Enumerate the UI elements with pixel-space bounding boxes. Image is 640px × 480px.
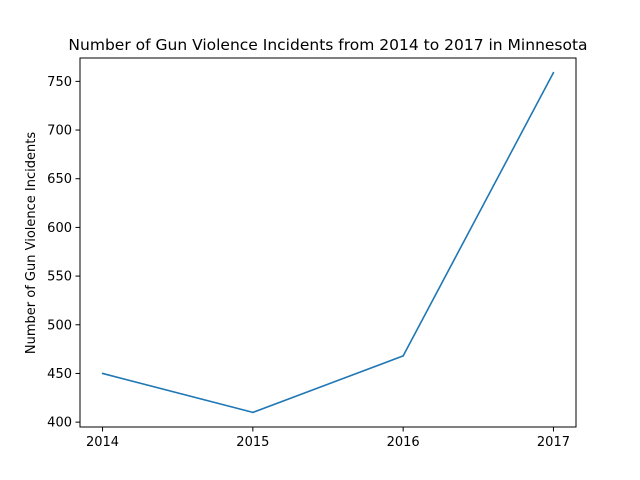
plot-area: 2014 2015 2016 2017 400 450 500 550 600 650 700 750 <box>47 57 577 450</box>
y-tick-label: 400 <box>47 416 72 431</box>
y-tick-label: 450 <box>47 367 72 382</box>
data-point <box>552 71 555 74</box>
x-tick-label: 2017 <box>537 435 570 450</box>
data-point <box>101 372 104 375</box>
y-tick-label: 600 <box>47 221 72 236</box>
series-line <box>102 72 555 414</box>
y-tick-label: 550 <box>47 270 72 285</box>
data-point <box>252 411 254 414</box>
y-tick-label: 750 <box>47 75 72 90</box>
x-tick-label: 2015 <box>236 435 269 450</box>
y-tick-label: 500 <box>47 318 72 333</box>
y-tick-label: 700 <box>47 124 72 139</box>
chart-title: Number of Gun Violence Incidents from 20… <box>68 36 587 54</box>
y-axis-label: Number of Gun Violence Incidents <box>24 132 39 354</box>
x-tick-label: 2016 <box>387 435 420 450</box>
data-point <box>402 355 404 357</box>
y-tick-label: 650 <box>47 172 72 187</box>
x-tick-label: 2014 <box>86 435 119 450</box>
axes-frame <box>79 57 577 428</box>
